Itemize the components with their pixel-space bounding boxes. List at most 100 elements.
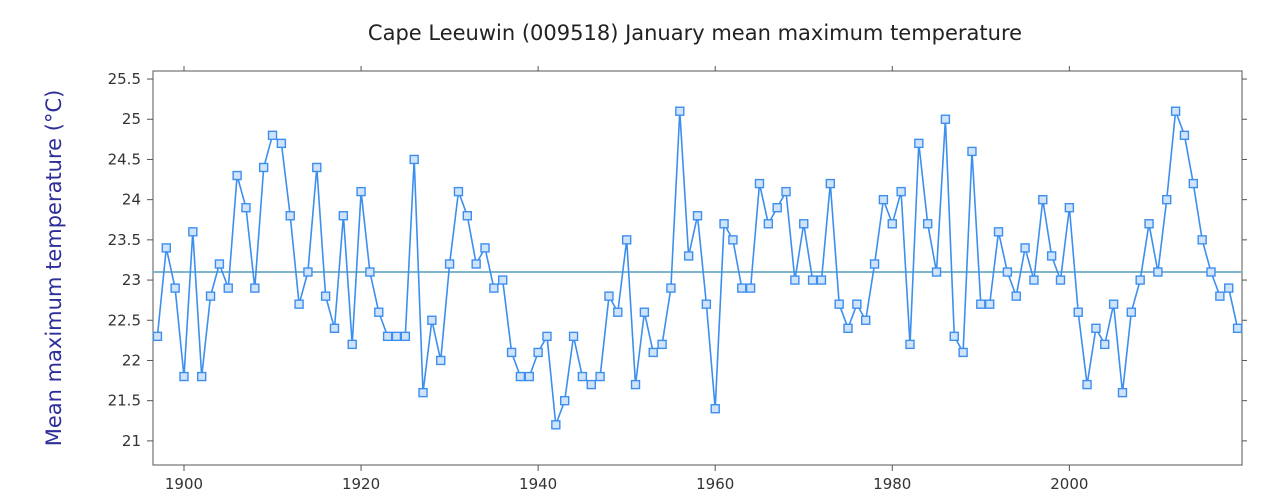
data-point — [524, 371, 534, 382]
y-axis: 21 21.5 22 22.5 23 23.5 24 24.5 25 25.5 — [108, 70, 1247, 450]
data-point — [453, 186, 464, 197]
data-point — [710, 404, 720, 414]
data-point — [1038, 194, 1048, 205]
y-tick-label: 24 — [122, 191, 141, 209]
data-point — [799, 219, 809, 229]
data-point — [462, 211, 473, 221]
data-point — [400, 331, 411, 342]
data-point — [878, 194, 889, 205]
data-point — [940, 114, 951, 124]
data-point — [737, 283, 747, 293]
data-point — [1046, 251, 1057, 261]
y-tick-label: 22.5 — [108, 311, 141, 329]
data-point — [692, 211, 703, 221]
data-point — [1126, 307, 1137, 317]
data-point — [825, 178, 836, 189]
data-point — [188, 227, 198, 237]
data-point — [807, 275, 818, 285]
data-point — [347, 339, 357, 350]
data-point — [852, 299, 862, 309]
data-point — [391, 331, 402, 342]
data-point — [781, 186, 791, 197]
data-point — [701, 299, 712, 309]
x-tick-label: 1900 — [165, 475, 203, 493]
data-point — [241, 202, 251, 213]
data-point — [196, 371, 207, 382]
data-point — [559, 395, 570, 406]
data-point — [816, 275, 827, 285]
x-tick-label: 1960 — [696, 475, 734, 493]
data-point — [161, 243, 171, 253]
data-point — [1117, 387, 1128, 398]
data-point — [1002, 267, 1013, 277]
data-point — [480, 243, 490, 253]
data-point — [1091, 323, 1101, 334]
data-point — [471, 259, 481, 269]
data-point — [258, 162, 269, 173]
data-point — [1162, 194, 1172, 205]
data-point — [666, 283, 676, 293]
x-tick-label: 1980 — [873, 475, 911, 493]
data-point — [843, 323, 853, 334]
data-point — [1215, 291, 1225, 301]
data-point — [170, 283, 180, 293]
data-point — [489, 283, 499, 293]
plot-area — [152, 70, 1243, 466]
data-point — [214, 259, 225, 269]
data-point — [568, 331, 579, 342]
y-tick-label: 23 — [122, 271, 141, 289]
data-point — [338, 211, 349, 221]
data-point — [205, 291, 216, 301]
data-point — [577, 371, 588, 382]
data-point — [250, 283, 260, 293]
data-point — [498, 275, 508, 285]
data-point — [294, 299, 304, 309]
data-point — [728, 235, 738, 245]
data-point — [772, 202, 782, 213]
data-point — [931, 267, 942, 277]
data-point — [515, 371, 526, 382]
data-point — [639, 307, 650, 317]
y-tick-label: 24.5 — [108, 150, 141, 168]
data-point — [1082, 379, 1092, 390]
data-point — [914, 138, 924, 149]
x-tick-label: 2000 — [1050, 475, 1088, 493]
data-point — [1011, 291, 1021, 301]
data-point — [223, 283, 233, 293]
data-point — [1020, 243, 1030, 253]
data-point — [312, 162, 322, 173]
y-tick-label: 22 — [122, 351, 141, 369]
data-point — [436, 355, 446, 366]
chart-title: Cape Leeuwin (009518) January mean maxim… — [368, 21, 1022, 45]
data-point — [586, 379, 596, 390]
data-point — [267, 130, 278, 141]
data-point — [949, 331, 959, 342]
data-point — [958, 347, 968, 358]
data-point — [630, 379, 641, 390]
data-point — [604, 291, 614, 301]
data-point — [179, 371, 189, 382]
data-point — [1029, 275, 1039, 285]
data-point — [329, 323, 340, 334]
data-point — [444, 259, 455, 269]
data-point — [834, 299, 844, 309]
data-point — [869, 259, 880, 269]
data-point — [1108, 299, 1119, 309]
x-tick-label: 1920 — [342, 475, 380, 493]
data-point — [683, 251, 694, 261]
data-point — [1135, 275, 1145, 285]
data-point — [303, 267, 313, 277]
data-point — [719, 219, 729, 229]
data-point — [152, 331, 163, 342]
data-point — [1170, 106, 1181, 116]
y-tick-label: 21 — [122, 432, 141, 450]
y-tick-label: 23.5 — [108, 231, 141, 249]
data-point — [763, 219, 774, 229]
x-tick-label: 1940 — [519, 475, 557, 493]
data-point — [896, 186, 906, 197]
data-point — [1232, 323, 1243, 334]
data-point — [657, 339, 667, 350]
data-point — [1188, 178, 1199, 189]
data-point — [675, 106, 685, 116]
